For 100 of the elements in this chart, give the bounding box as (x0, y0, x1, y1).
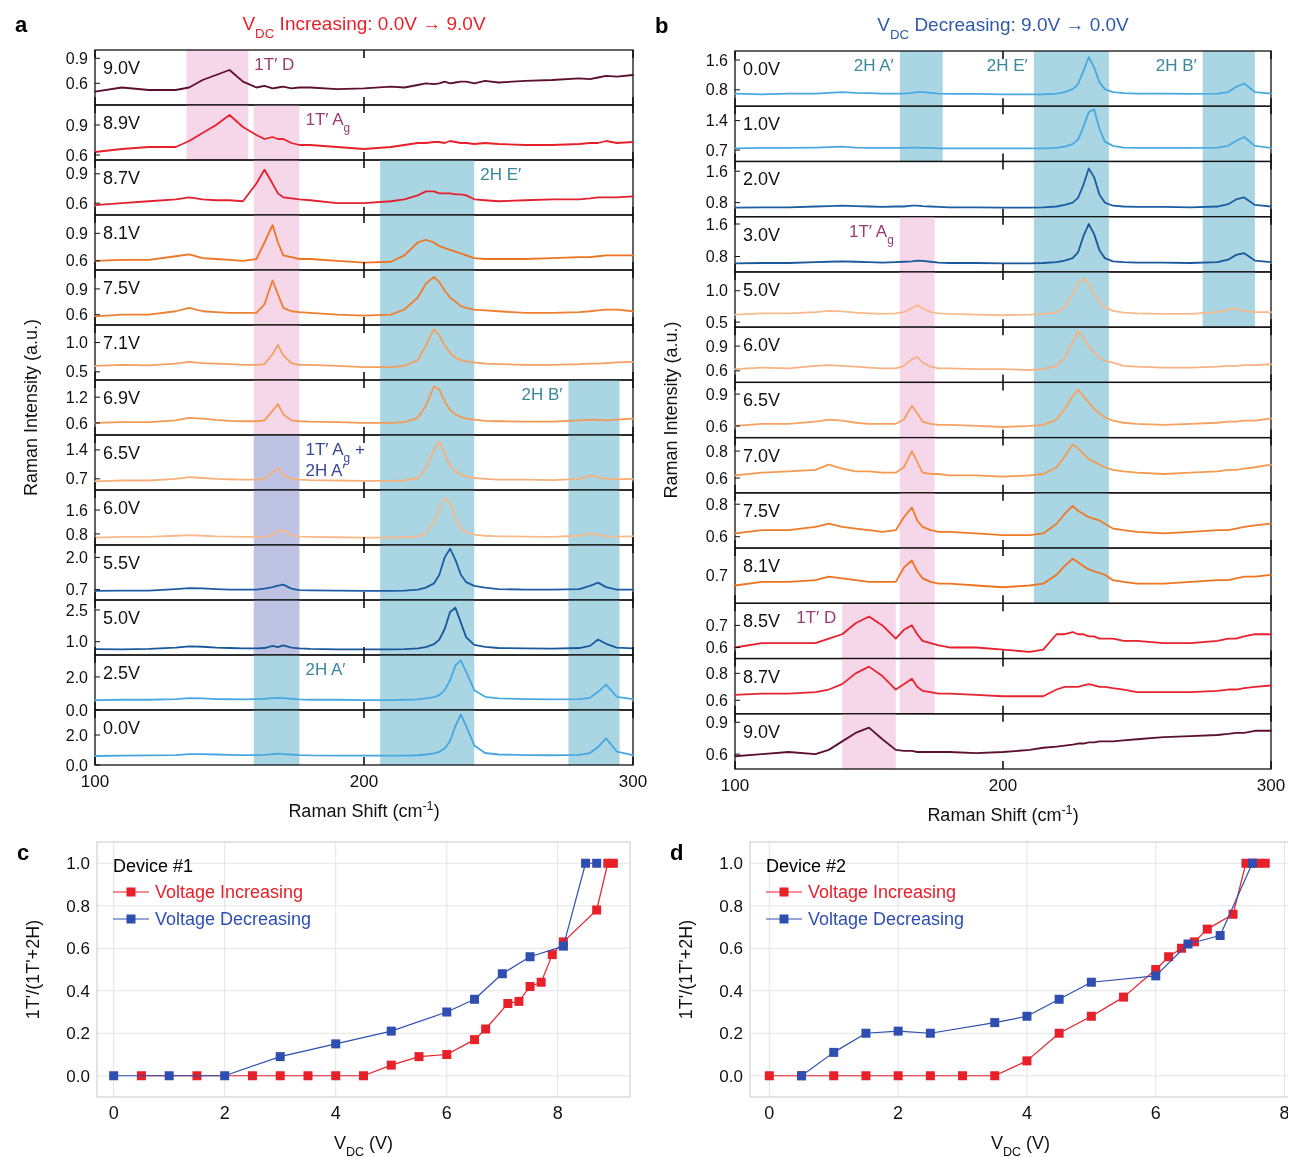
line-series (734, 388, 1272, 428)
y-tick-label: 1.6 (65, 501, 89, 519)
point (481, 1024, 491, 1034)
point (470, 994, 480, 1004)
point (386, 1026, 396, 1036)
y-tick-label: 0.6 (65, 414, 89, 432)
text: d (670, 840, 684, 865)
y-tick-label: 0.4 (719, 981, 743, 1001)
y-tick-label: 1.6 (705, 215, 729, 233)
series-label: 2.5V (103, 663, 141, 683)
band-label: 1T′ A$_{g}$ + 2H A′ (305, 440, 365, 480)
y-tick-label: 0.8 (705, 81, 729, 99)
series-label: 0.0V (103, 718, 141, 738)
point (442, 1050, 452, 1059)
y-tick-label: 0.6 (705, 639, 729, 657)
point (303, 1071, 313, 1081)
line-series (734, 726, 1272, 758)
x-tick-label: 6 (1150, 1103, 1161, 1123)
point (442, 1007, 452, 1017)
x-tick-label: 200 (349, 772, 379, 791)
series-label: 7.5V (103, 278, 141, 298)
series-label: 5.0V (743, 279, 781, 300)
band-label: 2H E′ (480, 165, 522, 184)
y-tick-label: 0.2 (66, 1024, 90, 1044)
point (359, 1071, 368, 1081)
point (1215, 931, 1225, 940)
y-tick-label: 2.5 (65, 601, 89, 619)
y-tick-label: 0.9 (705, 337, 729, 355)
point (592, 858, 602, 868)
line-series (94, 713, 634, 757)
y-tick-label: 0.7 (65, 470, 89, 488)
series-label: 5.0V (103, 608, 141, 628)
point (220, 1071, 230, 1081)
point (1228, 909, 1238, 919)
y-tick-label: 0.9 (65, 280, 89, 298)
chart-title: V$_{DC}$ Increasing: 0.0V → 9.0V (242, 13, 486, 41)
point (1164, 952, 1174, 962)
text: c (17, 840, 30, 865)
y-tick-label: 0.6 (705, 417, 729, 435)
point (764, 1071, 774, 1081)
point (514, 996, 524, 1006)
series-label: 8.1V (103, 223, 141, 243)
y-tick-label: 0.7 (705, 141, 729, 159)
point (958, 1071, 968, 1081)
point (925, 1028, 935, 1038)
y-tick-label: 0.8 (705, 495, 729, 513)
y-tick-label: 0.8 (719, 896, 743, 916)
line-series (734, 56, 1272, 96)
legend-title: Device #1 (113, 856, 194, 876)
point (414, 1052, 424, 1062)
point (1086, 977, 1096, 987)
point (1022, 1056, 1032, 1066)
band-label: 1T′ D (254, 55, 295, 74)
point (829, 1047, 839, 1057)
y-tick-label: 0.9 (65, 224, 89, 242)
y-tick-label: 0.6 (705, 469, 729, 487)
series-label: 1.0V (743, 114, 781, 135)
x-tick-label: 0 (764, 1103, 775, 1123)
series-label: 9.0V (103, 58, 141, 78)
y-tick-label: 1.6 (705, 162, 729, 180)
text: a (15, 12, 28, 37)
legend-label: Voltage Increasing (155, 882, 304, 902)
line-series (94, 606, 634, 651)
series-label: 3.0V (743, 224, 781, 245)
point (109, 1071, 119, 1081)
band-label: 1T′ A$_{g}$ (849, 221, 894, 247)
line-series (734, 167, 1272, 209)
point (829, 1071, 839, 1081)
x-tick-label: 0 (108, 1103, 119, 1123)
series-label: 6.5V (103, 443, 141, 463)
line-series (94, 114, 634, 153)
series-label: 7.1V (103, 333, 141, 353)
y-tick-label: 1.4 (705, 112, 729, 130)
y-tick-label: 0.0 (65, 701, 89, 719)
x-axis-title: V$_{DC}$ (V) (990, 1133, 1051, 1157)
band-label: 2H B′ (521, 385, 563, 404)
y-tick-label: 1.0 (719, 854, 743, 874)
y-tick-label: 0.8 (705, 442, 729, 460)
series-label: 8.1V (743, 556, 781, 577)
series-label: 0.0V (743, 59, 781, 79)
y-tick-label: 0.6 (65, 146, 89, 164)
x-tick-label: 6 (441, 1103, 452, 1123)
point (925, 1071, 935, 1081)
y-tick-label: 0.7 (65, 581, 89, 599)
y-tick-label: 1.2 (65, 388, 89, 406)
series-label: 6.5V (743, 390, 781, 411)
y-axis-title: Raman Intensity (a.u.) (661, 321, 681, 499)
series-label: 7.0V (743, 445, 781, 466)
line-series (734, 108, 1272, 150)
y-tick-label: 0.6 (65, 194, 89, 212)
y-tick-label: 0.8 (705, 664, 729, 682)
point (386, 1060, 396, 1070)
y-tick-label: 2.0 (65, 726, 89, 744)
y-axis-title: Raman Intensity (a.u.) (21, 318, 41, 497)
line-series (94, 224, 634, 264)
line-series (94, 440, 634, 483)
point (331, 1071, 341, 1081)
x-tick-label: 300 (1256, 776, 1286, 795)
y-tick-label: 0.8 (66, 896, 90, 916)
x-tick-label: 8 (1279, 1103, 1290, 1123)
